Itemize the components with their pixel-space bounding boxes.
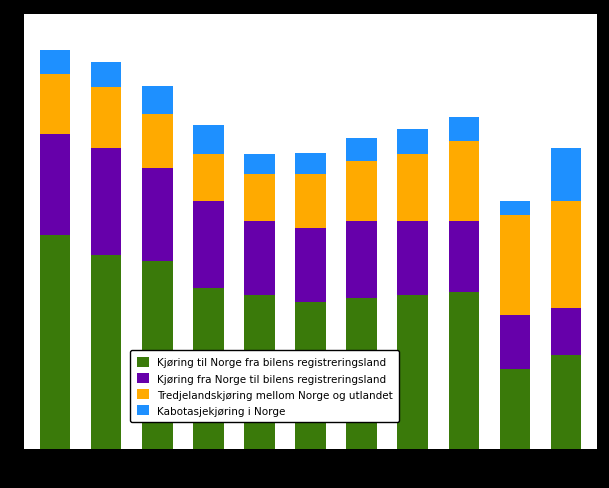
Bar bbox=[193, 126, 224, 155]
Bar bbox=[500, 202, 530, 215]
Bar bbox=[551, 202, 582, 308]
Legend: Kjøring til Norge fra bilens registreringsland, Kjøring fra Norge til bilens reg: Kjøring til Norge fra bilens registrerin… bbox=[130, 351, 400, 422]
Bar bbox=[244, 175, 275, 222]
Bar bbox=[142, 168, 172, 262]
Bar bbox=[500, 315, 530, 369]
Bar bbox=[347, 138, 377, 162]
Bar bbox=[142, 87, 172, 115]
Bar bbox=[449, 222, 479, 292]
Bar bbox=[295, 228, 326, 302]
Bar bbox=[398, 295, 428, 449]
Bar bbox=[551, 355, 582, 449]
Bar bbox=[398, 222, 428, 295]
Bar bbox=[40, 51, 71, 75]
Bar bbox=[347, 162, 377, 222]
Bar bbox=[193, 202, 224, 288]
Bar bbox=[40, 135, 71, 235]
Bar bbox=[449, 142, 479, 222]
Bar bbox=[40, 235, 71, 449]
Bar bbox=[347, 299, 377, 449]
Bar bbox=[295, 175, 326, 228]
Bar bbox=[193, 288, 224, 449]
Bar bbox=[91, 148, 121, 255]
Bar bbox=[449, 292, 479, 449]
Bar bbox=[142, 262, 172, 449]
Bar bbox=[347, 222, 377, 299]
Bar bbox=[500, 215, 530, 315]
Bar bbox=[91, 88, 121, 148]
Bar bbox=[40, 75, 71, 135]
Bar bbox=[551, 308, 582, 355]
Bar bbox=[91, 63, 121, 88]
Bar bbox=[295, 302, 326, 449]
Bar bbox=[398, 130, 428, 155]
Bar bbox=[91, 255, 121, 449]
Bar bbox=[449, 118, 479, 142]
Bar bbox=[398, 155, 428, 222]
Bar bbox=[295, 154, 326, 175]
Bar bbox=[551, 148, 582, 202]
Bar bbox=[244, 222, 275, 295]
Bar bbox=[142, 115, 172, 168]
Bar bbox=[500, 369, 530, 449]
Bar bbox=[244, 155, 275, 175]
Bar bbox=[244, 295, 275, 449]
Bar bbox=[193, 155, 224, 202]
